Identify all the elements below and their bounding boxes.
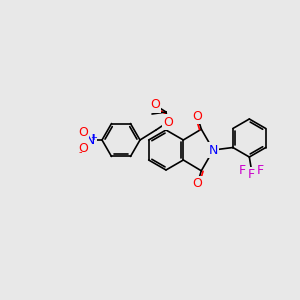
Text: -: - xyxy=(78,147,82,157)
Text: O: O xyxy=(192,177,202,190)
Text: F: F xyxy=(248,169,255,182)
Text: F: F xyxy=(239,164,246,178)
Text: O: O xyxy=(78,142,88,154)
Text: O: O xyxy=(150,98,160,112)
Text: N: N xyxy=(85,133,95,147)
Text: O: O xyxy=(163,116,173,128)
Text: F: F xyxy=(257,164,264,178)
Text: O: O xyxy=(192,110,202,123)
Text: N: N xyxy=(208,143,218,157)
Text: O: O xyxy=(78,125,88,139)
Text: +: + xyxy=(91,133,98,142)
